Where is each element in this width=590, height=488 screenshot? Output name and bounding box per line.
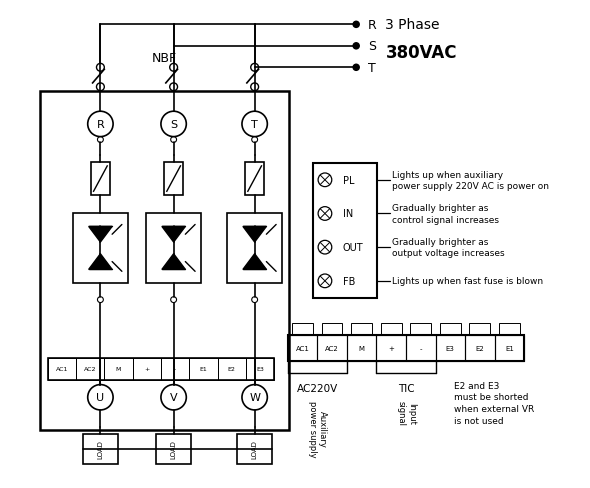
Text: Gradually brighter as
output voltage increases: Gradually brighter as output voltage inc… (392, 238, 505, 258)
Bar (435, 335, 465, 362)
Bar (91, 163, 110, 196)
Text: PL: PL (343, 176, 354, 185)
Bar (288, 335, 317, 362)
Polygon shape (162, 227, 185, 243)
Bar (73, 213, 128, 284)
Bar (156, 434, 191, 464)
Bar (288, 335, 524, 362)
Text: -: - (419, 345, 422, 351)
Circle shape (353, 44, 359, 50)
Text: E3: E3 (256, 366, 264, 372)
Text: E1: E1 (505, 345, 514, 351)
Text: LOAD: LOAD (171, 440, 176, 459)
Bar (494, 335, 524, 362)
Text: V: V (170, 392, 178, 403)
Circle shape (353, 22, 359, 28)
Text: Input
signal: Input signal (396, 400, 416, 426)
Bar (48, 359, 76, 380)
Text: E2: E2 (228, 366, 235, 372)
Text: U: U (96, 392, 104, 403)
Polygon shape (88, 254, 112, 270)
Text: TIC: TIC (398, 383, 414, 393)
Bar (499, 324, 520, 335)
Bar (411, 324, 431, 335)
Bar (470, 324, 490, 335)
Bar (406, 335, 435, 362)
Text: Lights up when fast fuse is blown: Lights up when fast fuse is blown (392, 277, 543, 286)
Text: 380VAC: 380VAC (385, 43, 457, 61)
Text: Lights up when auxiliary
power supply 220V AC is power on: Lights up when auxiliary power supply 22… (392, 170, 549, 190)
Text: T: T (251, 120, 258, 130)
Bar (381, 324, 402, 335)
Text: E2: E2 (476, 345, 484, 351)
Bar (83, 434, 118, 464)
Text: R: R (97, 120, 104, 130)
Bar (189, 359, 218, 380)
Text: FB: FB (343, 276, 355, 286)
Text: E3: E3 (446, 345, 455, 351)
Bar (351, 324, 372, 335)
Text: S: S (170, 120, 177, 130)
Text: T: T (368, 61, 376, 75)
Polygon shape (243, 227, 266, 243)
Text: NBF: NBF (152, 52, 177, 65)
Text: W: W (249, 392, 260, 403)
Text: E1: E1 (199, 366, 207, 372)
Bar (40, 92, 289, 430)
Bar (465, 335, 494, 362)
Bar (313, 163, 376, 298)
Text: LOAD: LOAD (97, 440, 103, 459)
Bar (146, 213, 201, 284)
Text: OUT: OUT (343, 243, 363, 253)
Bar (164, 163, 183, 196)
Text: IN: IN (343, 209, 353, 219)
Text: +: + (144, 366, 149, 372)
Text: AC1: AC1 (55, 366, 68, 372)
Text: AC1: AC1 (296, 345, 310, 351)
Bar (322, 324, 342, 335)
Bar (48, 359, 274, 380)
Bar (292, 324, 313, 335)
Circle shape (353, 65, 359, 71)
Bar (218, 359, 246, 380)
Bar (237, 434, 272, 464)
Polygon shape (162, 254, 185, 270)
Text: LOAD: LOAD (252, 440, 258, 459)
Text: -: - (174, 366, 176, 372)
Bar (246, 359, 274, 380)
Text: S: S (368, 40, 376, 53)
Text: M: M (116, 366, 121, 372)
Text: E2 and E3
must be shorted
when external VR
is not used: E2 and E3 must be shorted when external … (454, 381, 535, 425)
Bar (76, 359, 104, 380)
Bar (440, 324, 461, 335)
Polygon shape (88, 227, 112, 243)
Bar (245, 163, 264, 196)
Text: Gradually brighter as
control signal increases: Gradually brighter as control signal inc… (392, 204, 499, 224)
Text: AC2: AC2 (84, 366, 96, 372)
Bar (104, 359, 133, 380)
Bar (161, 359, 189, 380)
Bar (376, 335, 406, 362)
Text: M: M (359, 345, 365, 351)
Text: 3 Phase: 3 Phase (385, 18, 440, 32)
Text: AC2: AC2 (325, 345, 339, 351)
Bar (133, 359, 161, 380)
Text: +: + (388, 345, 394, 351)
Text: R: R (368, 19, 376, 32)
Bar (347, 335, 376, 362)
Text: AC220V: AC220V (297, 383, 338, 393)
Bar (227, 213, 282, 284)
Polygon shape (243, 254, 266, 270)
Bar (317, 335, 347, 362)
Text: Auxiliary
power supply: Auxiliary power supply (307, 400, 327, 457)
